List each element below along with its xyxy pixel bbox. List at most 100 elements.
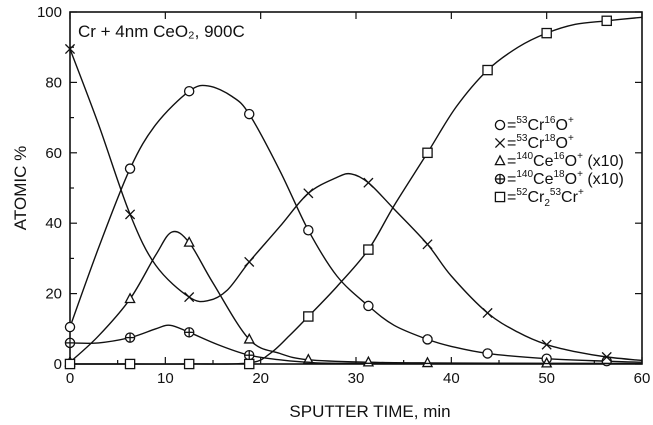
series-2-point-7 — [540, 356, 553, 368]
series-2-point-3-shape — [243, 332, 255, 344]
legend-isotope-2: 53 — [550, 187, 562, 198]
y-tick-label-5: 100 — [37, 4, 62, 21]
legend-marker-2 — [494, 154, 506, 166]
legend-marker-4-shape — [494, 191, 506, 203]
series-0-point-4-shape — [303, 224, 314, 236]
series-1 — [64, 43, 643, 363]
series-3-point-0 — [64, 337, 76, 349]
series-3-point-1 — [124, 332, 136, 343]
series-2-point-2 — [183, 236, 195, 247]
legend-charge: + — [568, 133, 574, 144]
y-tick-label-3: 60 — [45, 145, 62, 162]
legend-label-4: =52Cr253Cr+ — [507, 187, 584, 209]
series-2-point-2-shape — [183, 236, 195, 247]
legend-element-1: Ce — [533, 153, 554, 170]
legend-isotope-1: 140 — [516, 151, 533, 162]
series-4-point-3 — [243, 358, 255, 370]
legend-label-1: =53Cr18O+ — [507, 133, 574, 152]
y-axis-title: ATOMIC % — [11, 146, 30, 230]
legend-entry-0: =53Cr16O+ — [494, 115, 574, 134]
legend-eq: = — [507, 117, 516, 134]
series-1-point-9 — [601, 351, 612, 363]
legend-isotope-2: 16 — [553, 151, 565, 162]
legend-element-1: Ce — [533, 171, 554, 188]
x-tick-label-5: 50 — [538, 370, 555, 387]
legend-eq: = — [507, 189, 516, 206]
series-1-point-4-stroke-b — [303, 188, 314, 199]
series-1-line — [69, 48, 643, 362]
legend-marker-0-shape — [494, 119, 506, 131]
legend-eq: = — [507, 171, 516, 188]
series-1-point-7 — [482, 307, 493, 319]
legend-element-2: O — [555, 135, 567, 152]
series-0 — [64, 84, 643, 367]
series-1-point-6 — [422, 239, 433, 250]
series-1-point-8-stroke-b — [541, 339, 552, 350]
legend-element-2: O — [565, 171, 577, 188]
legend-isotope-1: 53 — [516, 115, 528, 126]
series-1-point-3-stroke-b — [244, 256, 255, 267]
series-2-point-6-shape — [421, 356, 434, 368]
series-1-point-2 — [184, 292, 195, 303]
series-0-point-0-shape — [64, 321, 76, 333]
series-4-point-5-shape — [363, 244, 374, 255]
legend-marker-4 — [494, 191, 506, 203]
series-1-point-2-stroke-b — [184, 292, 195, 303]
series-1-point-3 — [244, 256, 255, 267]
series-0-point-4 — [303, 224, 314, 236]
series-4-point-8-shape — [541, 27, 552, 39]
series-2-point-3 — [243, 332, 255, 344]
legend-charge: + — [568, 115, 574, 126]
series-1-point-9-stroke-b — [601, 351, 612, 363]
series-4-point-7-shape — [482, 64, 493, 76]
x-tick-label-6: 60 — [634, 370, 651, 387]
series-0-point-2-shape — [183, 85, 195, 97]
series-4-point-7 — [482, 64, 493, 76]
x-tick-label-0: 0 — [66, 370, 74, 387]
series-0-point-3-shape — [243, 108, 255, 120]
legend-entry-4: =52Cr253Cr+ — [494, 187, 584, 209]
x-axis-title: SPUTTER TIME, min — [289, 402, 450, 421]
series-4-point-8 — [541, 27, 552, 39]
series-0-point-5 — [363, 300, 374, 312]
legend-suffix: (x10) — [583, 153, 624, 170]
series-4-point-2-shape — [183, 358, 195, 370]
series-0-point-7 — [482, 348, 493, 359]
legend-isotope-2: 16 — [544, 115, 556, 126]
legend-element-1: Cr — [527, 117, 545, 134]
series-4-point-6-shape — [422, 147, 433, 159]
legend-marker-1-stroke-b — [494, 137, 506, 149]
series-2-point-6 — [421, 356, 434, 368]
series-2-point-1-shape — [124, 292, 136, 304]
series-4-point-0-shape — [64, 358, 76, 370]
series-4-point-0 — [64, 358, 76, 370]
legend-label-3: =140Ce18O+ (x10) — [507, 169, 624, 188]
series-0-point-6-shape — [422, 334, 433, 345]
series-0-point-3 — [243, 108, 255, 120]
series-4-point-9-shape — [601, 15, 612, 27]
legend-eq: = — [507, 153, 516, 170]
legend-isotope-2: 18 — [553, 169, 565, 180]
series-4-point-1 — [124, 358, 136, 370]
series-4-point-1-shape — [124, 358, 136, 370]
legend-charge: + — [577, 169, 583, 180]
series-1-point-5-stroke-b — [363, 177, 374, 188]
series-2-point-4-shape — [302, 353, 315, 365]
series-0-point-6 — [422, 334, 433, 345]
series-4-point-9 — [601, 15, 612, 27]
series-1-point-1 — [125, 209, 136, 220]
legend-isotope-1: 140 — [516, 169, 533, 180]
series-4-point-3-shape — [243, 358, 255, 370]
series-3 — [64, 324, 643, 365]
legend-element-1: Cr — [527, 189, 545, 206]
y-tick-label-0: 0 — [54, 356, 62, 373]
series-4-point-2 — [183, 358, 195, 370]
series-2-line — [69, 230, 643, 365]
series-2-point-4 — [302, 353, 315, 365]
series-1-point-8 — [541, 339, 552, 350]
x-tick-label-4: 40 — [443, 370, 460, 387]
series-1-point-0-stroke-b — [64, 43, 76, 55]
legend-subscript: 2 — [544, 198, 550, 209]
legend-entry-1: =53Cr18O+ — [494, 133, 574, 152]
legend-suffix: (x10) — [583, 171, 624, 188]
